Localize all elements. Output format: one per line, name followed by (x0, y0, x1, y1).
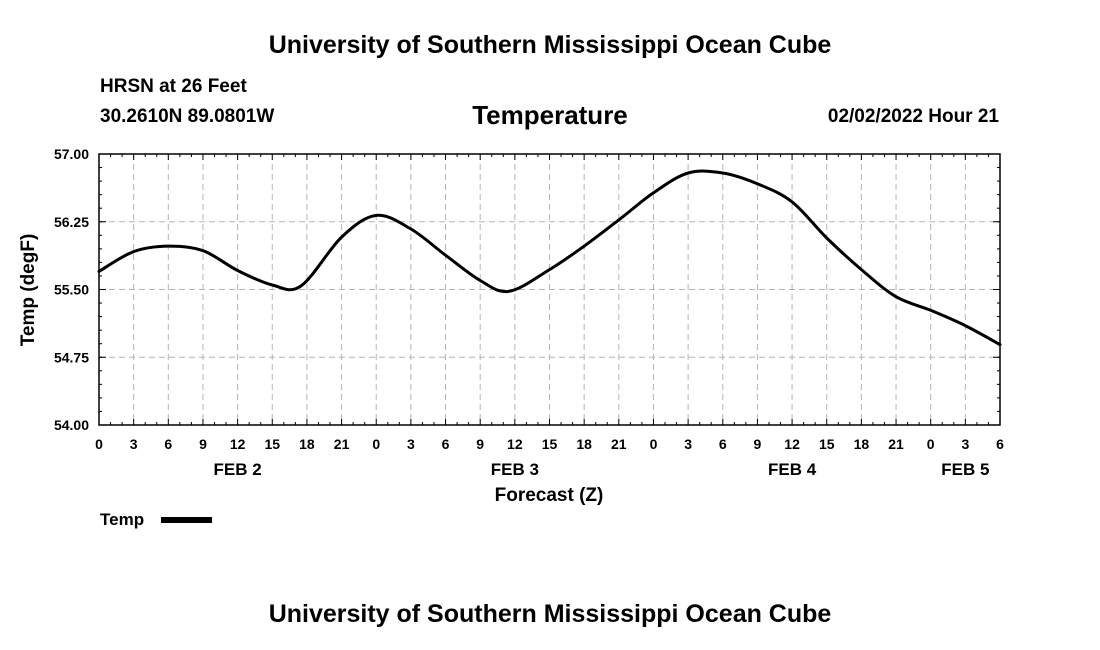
legend-label: Temp (100, 510, 144, 529)
axis-ticks (98, 153, 1001, 426)
x-tick-label: 9 (476, 436, 484, 452)
x-tick-label: 21 (611, 436, 627, 452)
x-tick-label: 18 (576, 436, 592, 452)
day-label: FEB 4 (768, 460, 817, 479)
x-tick-label: 3 (961, 436, 969, 452)
x-tick-label: 21 (888, 436, 904, 452)
chart-title: University of Southern Mississippi Ocean… (268, 31, 832, 59)
x-tick-label: 3 (130, 436, 138, 452)
x-tick-label: 6 (164, 436, 172, 452)
x-tick-label: 6 (719, 436, 727, 452)
x-tick-label: 0 (650, 436, 658, 452)
y-tick-label: 54.00 (54, 417, 89, 433)
x-tick-label: 12 (784, 436, 800, 452)
y-axis-title: Temp (degF) (18, 234, 39, 347)
variable-title: Temperature (472, 100, 628, 130)
day-label: FEB 5 (941, 460, 989, 479)
x-tick-label: 9 (199, 436, 207, 452)
footer-title: University of Southern Mississippi Ocean… (268, 600, 832, 628)
y-tick-label: 57.00 (54, 146, 89, 162)
y-tick-label: 56.25 (54, 214, 89, 230)
station-coordinates: 30.2610N 89.0801W (100, 106, 275, 127)
grid-lines (99, 154, 1000, 425)
x-axis-title: Forecast (Z) (495, 485, 604, 506)
y-tick-label: 54.75 (54, 349, 89, 365)
y-tick-label: 55.50 (54, 282, 89, 298)
legend-swatch (161, 517, 212, 523)
x-tick-labels: 0 3 6 9 12 15 18 21 0 3 6 9 12 15 18 21 0 3 6 9 12 15 18 21 0 3 6 (95, 436, 1004, 452)
x-tick-label: 12 (507, 436, 523, 452)
series-temp-line (97, 169, 1002, 347)
x-tick-label: 15 (264, 436, 280, 452)
day-labels: FEB 2 FEB 3 FEB 4 FEB 5 (214, 460, 990, 479)
x-tick-label: 18 (854, 436, 870, 452)
x-tick-label: 21 (334, 436, 350, 452)
x-tick-label: 3 (684, 436, 692, 452)
y-tick-labels: 54.00 54.75 55.50 56.25 57.00 (54, 146, 89, 433)
station-label: HRSN at 26 Feet (100, 76, 247, 97)
x-tick-label: 0 (95, 436, 103, 452)
x-tick-label: 6 (442, 436, 450, 452)
x-tick-label: 3 (407, 436, 415, 452)
day-label: FEB 3 (491, 460, 539, 479)
x-tick-label: 0 (372, 436, 380, 452)
day-label: FEB 2 (214, 460, 262, 479)
x-tick-label: 12 (230, 436, 246, 452)
forecast-datetime: 02/02/2022 Hour 21 (827, 106, 999, 127)
x-tick-label: 0 (927, 436, 935, 452)
x-tick-label: 15 (819, 436, 835, 452)
x-tick-label: 18 (299, 436, 315, 452)
x-tick-label: 6 (996, 436, 1004, 452)
x-tick-label: 15 (542, 436, 558, 452)
x-tick-label: 9 (754, 436, 762, 452)
